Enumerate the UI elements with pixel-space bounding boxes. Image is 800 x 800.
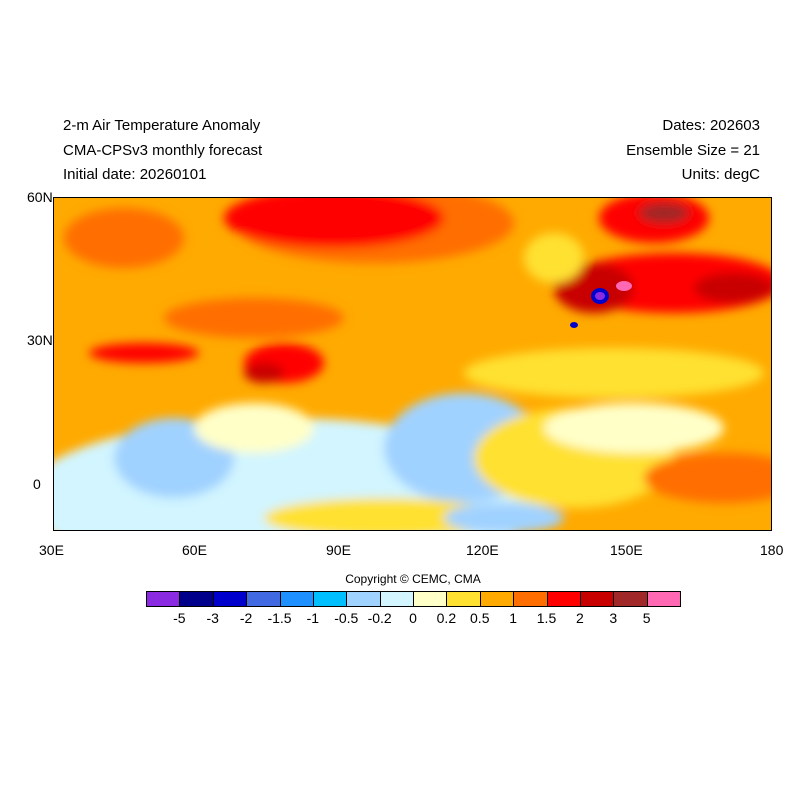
copyright: Copyright © CEMC, CMA xyxy=(345,572,481,586)
colorbar-label: -0.2 xyxy=(367,610,392,626)
colorbar-swatch xyxy=(246,591,281,607)
colorbar-swatch xyxy=(413,591,448,607)
colorbar-swatch xyxy=(446,591,481,607)
colorbar-swatch xyxy=(579,591,615,607)
colorbar-label: -2 xyxy=(239,610,253,626)
colorbar-label: -1.5 xyxy=(267,610,292,626)
colorbar-swatch xyxy=(613,591,648,607)
colorbar-swatch xyxy=(513,591,548,607)
colorbar-label: 0.5 xyxy=(470,610,490,626)
colorbar-swatch xyxy=(312,591,348,607)
lon-tick-90e: 90E xyxy=(326,542,351,558)
colorbar-label: 1 xyxy=(509,610,518,626)
colorbar-swatch xyxy=(379,591,414,607)
colorbar-label: -3 xyxy=(206,610,219,626)
colorbar-label: 3 xyxy=(609,610,618,626)
colorbar-swatch xyxy=(146,591,181,607)
colorbar-label: -5 xyxy=(173,610,186,626)
colorbar-swatch xyxy=(346,591,381,607)
colorbar-label: 0 xyxy=(409,610,417,626)
lon-tick-180: 180 xyxy=(760,542,784,558)
lon-tick-150e: 150E xyxy=(610,542,643,558)
lat-tick-30n: 30N xyxy=(27,332,53,348)
lat-tick-60n: 60N xyxy=(27,189,53,205)
forecast-dates: Dates: 202603 xyxy=(662,117,760,134)
warm-spot xyxy=(616,281,632,291)
colorbar-swatch xyxy=(212,591,248,607)
units: Units: degC xyxy=(681,166,760,183)
colorbar-swatch xyxy=(179,591,214,607)
colorbar-swatch xyxy=(479,591,515,607)
colorbar-label: 5 xyxy=(642,610,651,626)
anomaly-field xyxy=(54,198,771,530)
lon-tick-60e: 60E xyxy=(182,542,207,558)
ensemble-size: Ensemble Size = 21 xyxy=(626,142,760,159)
chart-title: 2-m Air Temperature Anomaly xyxy=(63,117,261,134)
colorbar-swatch xyxy=(546,591,581,607)
colorbar-label: -0.5 xyxy=(334,610,359,626)
temperature-anomaly-map xyxy=(53,197,772,531)
cold-spot-core xyxy=(595,292,605,300)
initial-date: Initial date: 20260101 xyxy=(63,166,207,183)
colorbar-swatch xyxy=(646,591,681,607)
colorbar-label: 1.5 xyxy=(536,610,557,626)
lon-tick-30e: 30E xyxy=(39,542,64,558)
colorbar-label: -1 xyxy=(306,610,320,626)
colorbar-label: 0.2 xyxy=(436,610,457,626)
colorbar-label: 2 xyxy=(575,610,584,626)
chart-subtitle: CMA-CPSv3 monthly forecast xyxy=(63,142,263,159)
colorbar-swatch xyxy=(279,591,314,607)
lon-tick-120e: 120E xyxy=(466,542,499,558)
lat-tick-0: 0 xyxy=(33,476,41,492)
cold-spot xyxy=(570,322,578,328)
